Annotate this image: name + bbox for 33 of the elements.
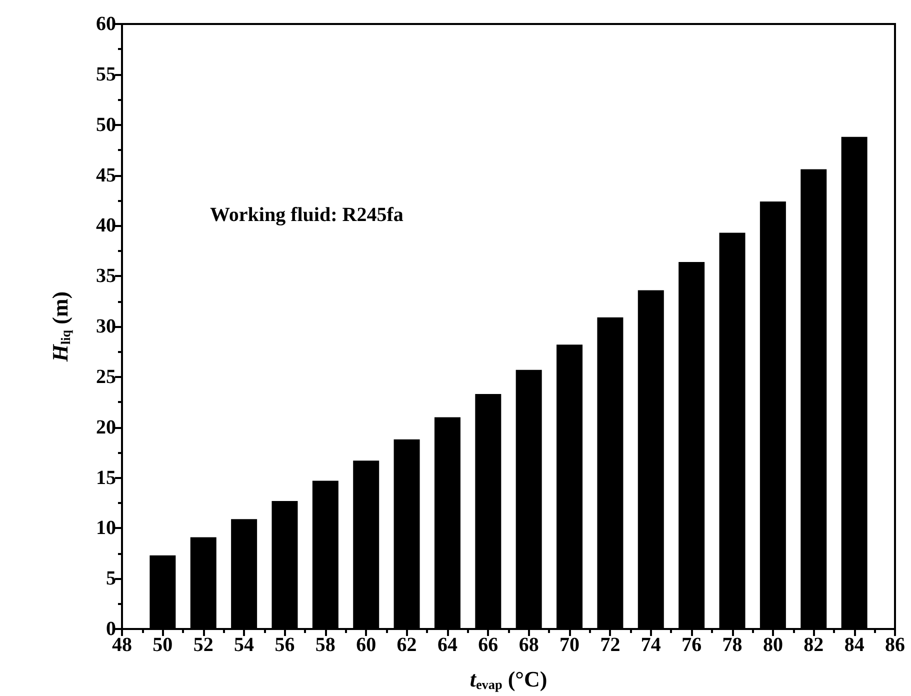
x-tick-label: 82 xyxy=(804,634,824,656)
y-tick-label: 10 xyxy=(96,517,116,540)
y-tick-label: 20 xyxy=(96,416,116,438)
x-tick-label: 62 xyxy=(396,634,417,656)
y-tick-label: 25 xyxy=(96,366,116,388)
x-tick-label: 84 xyxy=(844,634,864,656)
y-tick-label: 30 xyxy=(96,316,116,338)
y-tick-label: 5 xyxy=(106,568,116,590)
y-tick-label: 15 xyxy=(96,466,116,489)
x-tick-label: 58 xyxy=(315,634,336,656)
y-tick-label: 55 xyxy=(96,63,116,86)
x-tick-label: 80 xyxy=(762,634,783,656)
x-tick-label: 70 xyxy=(560,634,580,656)
x-tick-label: 60 xyxy=(356,634,376,656)
x-tick-label: 68 xyxy=(518,634,539,656)
x-tick-label: 72 xyxy=(600,634,620,656)
x-tick-label: 86 xyxy=(885,634,905,656)
y-axis-title: Hliq (m) xyxy=(48,291,73,363)
x-tick-label: 50 xyxy=(152,634,173,656)
y-tick-label: 50 xyxy=(96,114,116,136)
x-tick-label: 64 xyxy=(437,634,458,656)
x-tick-label: 66 xyxy=(478,634,498,656)
y-tick-label: 35 xyxy=(96,265,116,288)
x-tick-label: 76 xyxy=(682,634,702,656)
x-tick-label: 52 xyxy=(193,634,214,656)
x-tick-label: 74 xyxy=(640,634,661,656)
y-tick-label: 40 xyxy=(96,214,116,237)
y-tick-label: 45 xyxy=(96,164,116,186)
x-tick-label: 78 xyxy=(722,634,742,656)
annotation: Working fluid: R245fa xyxy=(210,204,404,226)
x-tick-label: 56 xyxy=(274,634,295,656)
y-tick-label: 60 xyxy=(96,13,116,35)
x-tick-label: 54 xyxy=(234,634,254,656)
